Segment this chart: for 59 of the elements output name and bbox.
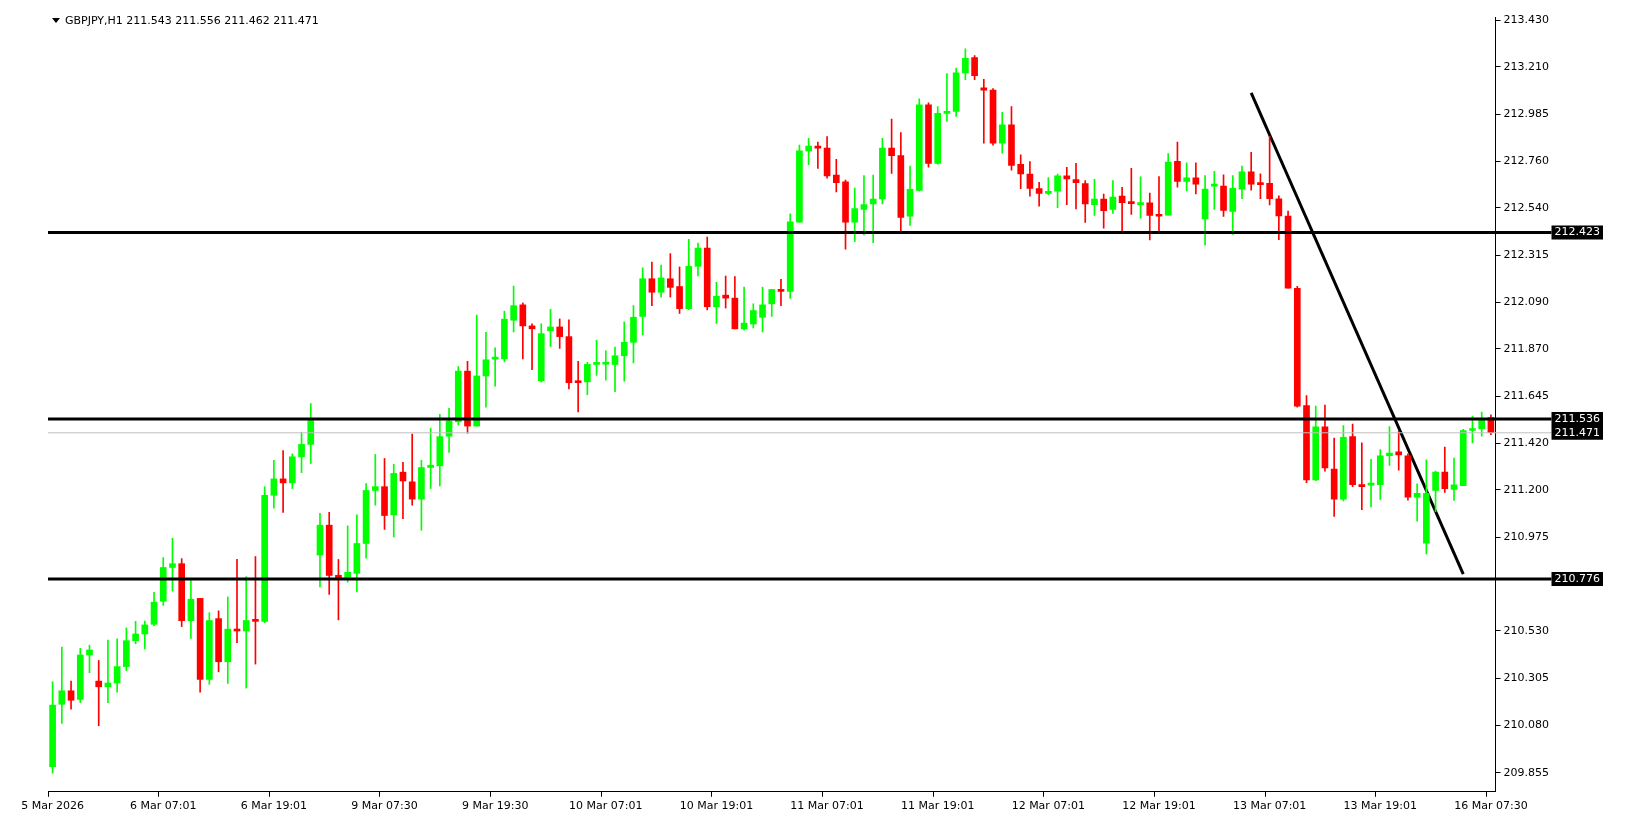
candlestick <box>1192 162 1200 195</box>
candlestick <box>620 321 628 382</box>
x-tick-label: 9 Mar 19:30 <box>461 799 529 813</box>
candlestick <box>777 279 785 307</box>
y-tick-label: 211.870 <box>1503 341 1550 355</box>
candlestick <box>860 175 868 236</box>
candlestick <box>95 660 103 727</box>
y-tick-label: 210.530 <box>1503 623 1550 637</box>
ref-line-label: 210.776 <box>1554 571 1601 585</box>
x-tick-label: 13 Mar 07:01 <box>1232 799 1307 813</box>
y-tick-label: 211.200 <box>1503 482 1550 496</box>
candlestick <box>408 433 416 506</box>
y-tick-label: 212.090 <box>1503 295 1550 309</box>
y-tick-label: 211.645 <box>1503 389 1550 403</box>
y-tick-label: 211.420 <box>1503 436 1550 450</box>
y-tick-label: 212.540 <box>1503 200 1550 214</box>
candlestick <box>980 78 988 144</box>
x-tick-label: 9 Mar 07:30 <box>351 799 418 813</box>
x-tick-label: 10 Mar 07:01 <box>569 799 643 813</box>
x-tick-label: 11 Mar 07:01 <box>790 799 864 813</box>
candlestick <box>1072 163 1080 210</box>
y-tick-label: 213.430 <box>1503 13 1550 27</box>
candlestick <box>832 158 840 193</box>
x-tick-label: 16 Mar 07:30 <box>1454 799 1528 813</box>
y-tick-label: 209.855 <box>1503 765 1550 779</box>
x-tick-label: 11 Mar 19:01 <box>900 799 975 813</box>
x-tick-label: 13 Mar 19:01 <box>1343 799 1417 813</box>
candlestick <box>869 174 877 243</box>
candlestick <box>242 576 250 689</box>
y-tick-label: 210.305 <box>1503 671 1550 685</box>
y-tick-label: 212.315 <box>1503 248 1550 262</box>
x-tick-label: 6 Mar 07:01 <box>130 799 197 813</box>
y-tick-label: 212.760 <box>1503 154 1550 168</box>
candlestick <box>58 646 66 724</box>
ref-line-label: 212.423 <box>1554 225 1601 239</box>
candlestick <box>1128 167 1135 215</box>
candlestick <box>1450 457 1458 501</box>
candlestick <box>943 73 951 122</box>
x-tick-label: 12 Mar 19:01 <box>1122 799 1196 813</box>
y-tick-label: 213.210 <box>1503 59 1550 73</box>
candlestick <box>371 454 379 506</box>
ref-line-label: 211.536 <box>1554 411 1601 425</box>
y-tick-label: 210.080 <box>1503 718 1550 732</box>
chart-title: GBPJPY,H1 211.543 211.556 211.462 211.471 <box>65 14 319 27</box>
candlestick <box>602 350 610 381</box>
y-tick-label: 210.975 <box>1503 530 1550 544</box>
candlestick <box>611 346 619 393</box>
x-tick-label: 12 Mar 07:01 <box>1011 799 1086 813</box>
x-tick-label: 6 Mar 19:01 <box>240 799 308 813</box>
candlestick <box>1367 458 1375 508</box>
x-tick-label: 10 Mar 19:01 <box>679 799 754 813</box>
candlestick <box>574 360 582 413</box>
candlestick <box>1358 442 1366 510</box>
x-tick-label: 5 Mar 2026 <box>21 799 84 813</box>
candlestick <box>1413 483 1421 522</box>
candlestick <box>482 332 490 408</box>
candlestick <box>1155 176 1163 231</box>
y-tick-label: 212.985 <box>1503 107 1550 121</box>
ref-line-label: 211.471 <box>1554 425 1601 439</box>
